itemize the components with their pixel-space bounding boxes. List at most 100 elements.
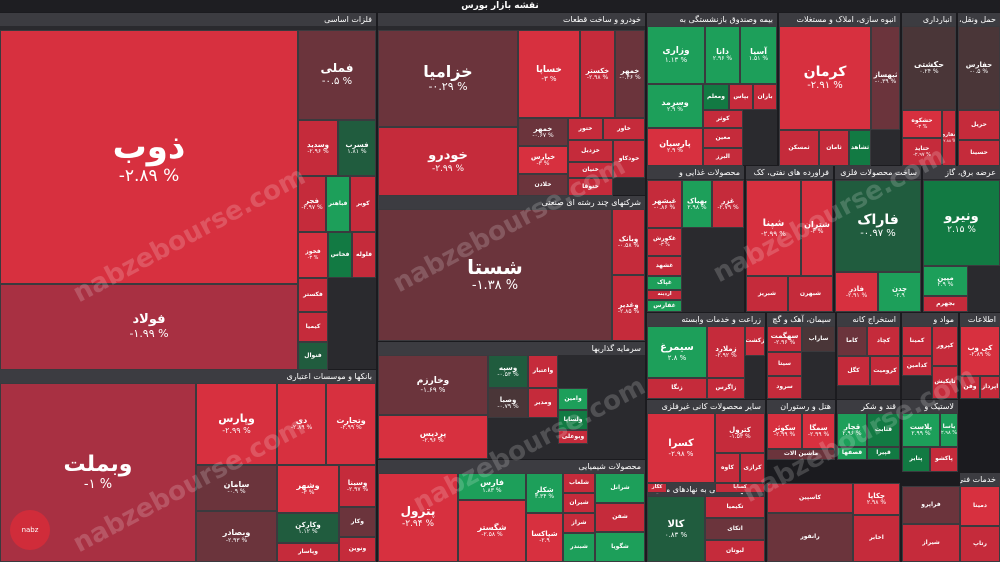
stock-tile[interactable]: فارس ۱.۸۳ % [458,473,526,500]
stock-tile[interactable]: رتاپ [960,526,1000,562]
stock-tile[interactable]: غشهد [647,256,682,276]
stock-tile[interactable]: کچاد [867,326,900,356]
sector-header[interactable]: عرضه برق، گاز [923,166,1000,179]
stock-tile[interactable]: دی -۲.۸۹ % [277,383,326,465]
sector-header[interactable]: سرمایه گذاریها [378,342,645,355]
stock-tile[interactable]: کترول -۱.۵۳ % [715,413,765,453]
stock-tile[interactable]: دانا ۲.۹۶ % [705,26,740,84]
stock-tile[interactable]: شیراز [902,524,960,562]
stock-tile[interactable]: قصفها [837,447,867,460]
stock-tile[interactable]: خزامیا -۰.۲۹ % [378,30,518,127]
stock-tile[interactable]: شرانل [595,473,645,503]
stock-tile[interactable]: فاراک -۰.۹۷ % [835,180,921,272]
stock-tile[interactable]: حتاید -۲.۹۷ % [902,138,942,166]
sector-header[interactable]: محصولات غذایی و [647,166,744,179]
stock-tile[interactable]: ذوب -۲.۸۹ % [0,30,298,284]
stock-tile[interactable]: خساپا -۳ % [518,30,580,118]
sector-header[interactable]: انبارداری [902,13,956,26]
stock-tile[interactable]: خکستر -۲.۹۸ % [580,30,615,118]
sector-header[interactable]: حمل ونقل، انبارداری [958,13,1000,26]
stock-tile[interactable]: سکوثر -۲.۹۹ % [767,413,802,449]
stock-tile[interactable]: واعتبار [528,355,558,388]
stock-tile[interactable]: وامین [558,388,588,410]
stock-tile[interactable]: بپاس [729,84,753,110]
stock-tile[interactable]: ثمسکن [779,130,819,166]
stock-tile[interactable]: شگستر -۲.۵۸ % [458,500,526,562]
stock-tile[interactable]: کرومیت [870,356,900,386]
stock-tile[interactable]: ختور [568,118,603,140]
stock-tile[interactable]: پتایر [902,447,930,472]
stock-tile[interactable]: رانفور [767,513,853,562]
stock-tile[interactable]: فلوله [352,232,376,278]
stock-tile[interactable]: ثامان [819,130,849,166]
stock-tile[interactable]: وتجارت -۲.۹۹ % [326,383,376,465]
sector-header[interactable]: انبوه سازی، املاک و مستغلات [779,13,900,26]
sector-header[interactable]: بیمه وصندوق بازنشستگی به [647,13,777,26]
stock-tile[interactable]: فنوال [298,342,328,370]
stock-tile[interactable]: پاکشو [930,447,958,472]
stock-tile[interactable]: وصبا -۰.۷۹ % [488,388,528,418]
stock-tile[interactable]: فخاس [328,232,352,278]
stock-tile[interactable]: آسیا ۱.۵۱ % [740,26,777,84]
stock-tile[interactable]: سرود [767,376,802,399]
stock-tile[interactable]: معین [703,128,743,148]
stock-tile[interactable]: وخارزم -۱.۶۹ % [378,355,488,415]
stock-tile[interactable]: کاما [837,326,867,356]
stock-tile[interactable]: وپاسار [277,543,339,562]
stock-tile[interactable]: وغدیر -۲.۸۵ % [612,275,645,341]
stock-tile[interactable]: فباهنر [326,176,350,232]
stock-tile[interactable]: مپین ۲.۹ % [923,266,968,296]
stock-tile[interactable]: کساپا [715,483,765,493]
stock-tile[interactable]: یاسا ۲.۹۸ % [940,413,958,447]
stock-tile[interactable]: کرمان -۲.۹۱ % [779,26,871,130]
stock-tile[interactable]: وپارس -۲.۹۹ % [196,383,277,465]
stock-tile[interactable]: کمینا [902,326,932,356]
stock-tile[interactable]: شبندر [563,533,595,562]
stock-tile[interactable]: غفارس [647,300,682,312]
stock-tile[interactable]: شفن [595,503,645,532]
stock-tile[interactable]: وبصادر -۲.۹۳ % [196,511,277,562]
stock-tile[interactable]: پترول -۲.۹۴ % [378,473,458,562]
stock-tile[interactable]: خلادن [518,174,568,196]
sector-header[interactable]: سیمان، آهک و گچ [767,313,835,326]
stock-tile[interactable]: فکستر [298,278,328,312]
stock-tile[interactable]: حسینا [958,140,1000,166]
stock-tile[interactable]: شیران [563,493,595,513]
stock-tile[interactable]: پلاست ۲.۹۹ % [902,413,940,447]
stock-tile[interactable]: پارسیان ۲.۹ % [647,128,703,166]
sector-header[interactable]: زراعت و خدمات وابسته [647,313,765,326]
stock-tile[interactable]: شبهرن [788,276,833,312]
sector-header[interactable]: مواد و [902,313,958,326]
sector-header[interactable]: سایر محصولات کانی غیرفلزی [647,400,765,413]
stock-tile[interactable]: ونوین [339,537,376,562]
stock-tile[interactable]: وزاری ۱.۱۳ % [647,26,705,84]
stock-tile[interactable]: شگویا [595,532,645,562]
stock-tile[interactable]: شلعاب [563,473,595,493]
stock-tile[interactable]: سیتا [767,352,802,376]
stock-tile[interactable]: فخوز -۳ % [298,232,328,278]
stock-tile[interactable]: کاسپین [767,483,853,513]
stock-tile[interactable]: اتکای [705,518,765,540]
sector-header[interactable]: هتل و رستوران [767,400,835,413]
sector-header[interactable]: فراورده های نفتی، کک [746,166,833,179]
stock-tile[interactable]: چدن -۲.۹ [878,272,921,312]
stock-tile[interactable]: خمهر -۰.۶۷ % [518,118,568,146]
stock-tile[interactable]: بجهرم [923,296,968,312]
stock-tile[interactable]: وسرمد ۲.۹ % [647,84,703,128]
sector-header[interactable]: فلزات اساسی [0,13,376,26]
sector-header[interactable]: خودرو و ساخت قطعات [378,13,645,26]
stock-tile[interactable]: وسدید -۲.۹۶ % [298,120,338,176]
sector-header[interactable]: محصولات شیمیایی [378,460,645,473]
stock-tile[interactable]: غبشهر -۰.۸۶ % [647,180,682,228]
stock-tile[interactable]: وبوعلی [558,430,588,444]
stock-tile[interactable]: زاگرس [707,378,745,399]
stock-tile[interactable]: خمهر -۰.۴۶ % [615,30,645,118]
stock-tile[interactable]: حریل [958,110,1000,140]
stock-tile[interactable]: سهگمت -۲.۹۶ % [767,326,802,352]
stock-tile[interactable]: فراپرو [902,486,960,524]
stock-tile[interactable]: کویر [350,176,376,232]
stock-tile[interactable]: خنیان [568,162,613,178]
stock-tile[interactable]: حفاری-۲.۸۸ % [942,110,956,166]
stock-tile[interactable]: لبوتان [705,540,765,562]
stock-tile[interactable]: فاذر -۲.۹۱ % [835,272,878,312]
